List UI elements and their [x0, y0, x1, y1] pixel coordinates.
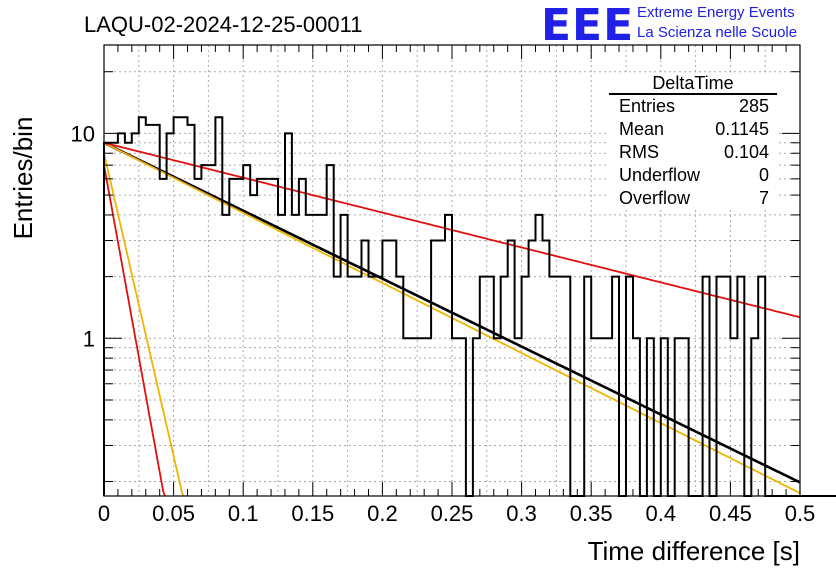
- x-tick-label: 0.45: [709, 501, 752, 526]
- stats-label: Entries: [619, 96, 676, 116]
- stats-value: 285: [738, 96, 769, 116]
- stats-label: Overflow: [619, 188, 691, 208]
- fit-curve-3: [103, 164, 166, 497]
- stats-row-entries: Entries 285: [609, 95, 777, 118]
- stats-label: Underflow: [619, 165, 701, 185]
- histogram: [103, 116, 836, 497]
- stats-value: 0.1145: [715, 119, 769, 139]
- fit-curve-4: [103, 153, 185, 497]
- stats-value: 7: [758, 188, 769, 208]
- eee-logo-mark: EEE: [541, 0, 635, 51]
- x-axis-label: Time difference [s]: [588, 536, 800, 566]
- tick-labels: 0 0.05 0.1 0.15 0.2 0.25 0.3 0.35 0.4 0.45 0.5 1 10: [71, 121, 816, 526]
- y-tick-label: 10: [71, 121, 95, 146]
- stats-row-rms: RMS 0.104: [609, 141, 777, 164]
- stats-row-mean: Mean 0.1145: [609, 118, 777, 141]
- logo-line-1: Extreme Energy Events: [637, 4, 795, 21]
- stats-box: DeltaTime Entries 285 Mean 0.1145 RMS 0.…: [609, 73, 777, 210]
- x-tick-label: 0.15: [291, 501, 334, 526]
- stats-title: DeltaTime: [609, 73, 777, 95]
- x-tick-label: 0.5: [785, 501, 816, 526]
- y-tick-label: 1: [83, 326, 95, 351]
- stats-value: 0.104: [723, 142, 769, 162]
- x-tick-label: 0.1: [228, 501, 259, 526]
- axis-ticks: [103, 45, 801, 496]
- y-axis-label: Entries/bin: [8, 117, 38, 240]
- stats-label: RMS: [619, 142, 659, 162]
- x-tick-label: 0.4: [646, 501, 677, 526]
- x-tick-label: 0.2: [367, 501, 398, 526]
- chart-title: LAQU-02-2024-12-25-00011: [84, 12, 363, 37]
- stats-row-underflow: Underflow 0: [609, 164, 777, 187]
- x-tick-label: 0: [98, 501, 110, 526]
- stats-value: 0: [758, 165, 769, 185]
- logo-line-2: La Scienza nelle Scuole: [637, 24, 798, 41]
- x-tick-label: 0.05: [152, 501, 195, 526]
- histogram-line: [103, 116, 836, 497]
- x-tick-label: 0.35: [570, 501, 613, 526]
- stats-row-overflow: Overflow 7: [609, 187, 777, 210]
- x-tick-label: 0.3: [506, 501, 537, 526]
- stats-label: Mean: [619, 119, 665, 139]
- x-tick-label: 0.25: [431, 501, 474, 526]
